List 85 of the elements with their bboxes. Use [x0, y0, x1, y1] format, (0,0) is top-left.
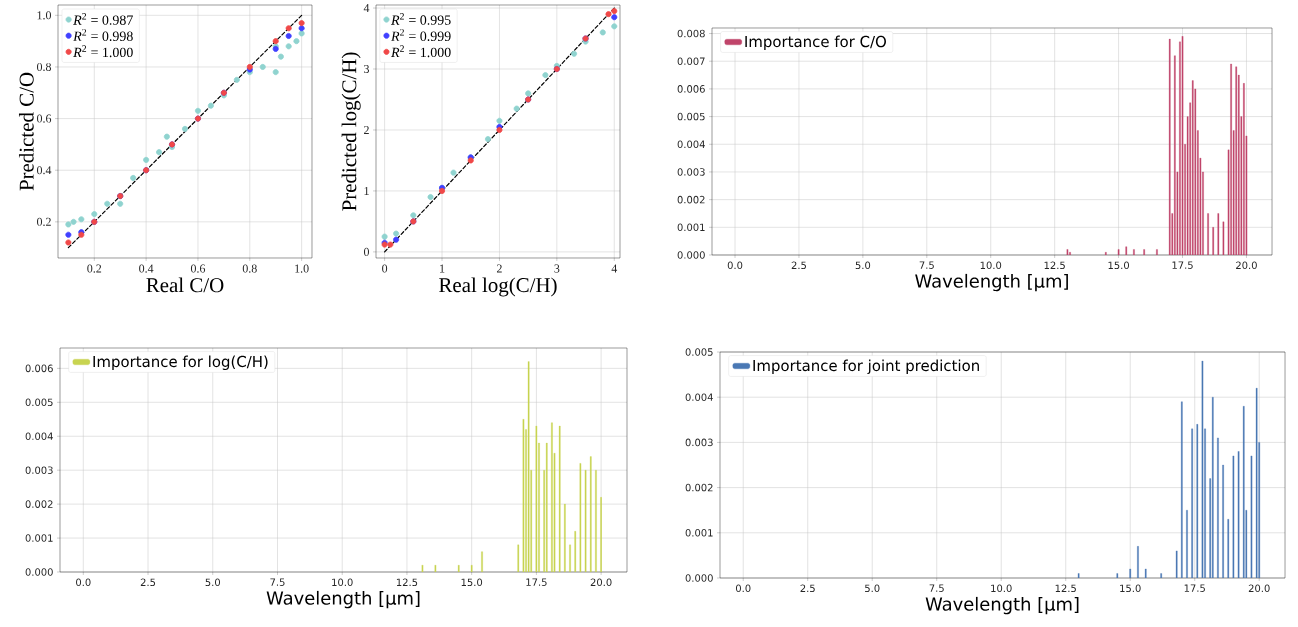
y-tick-label: 0.002 — [677, 195, 705, 204]
x-tick-label: 3 — [554, 264, 560, 273]
legend-label: R$^{2}$ = 1.000 — [390, 45, 451, 58]
x-tick-label: 5.0 — [205, 578, 221, 587]
x-tick-label: 4 — [611, 264, 618, 273]
y-tick-label: 0.003 — [25, 466, 53, 474]
x-tick-label: 20.0 — [1248, 584, 1270, 593]
x-tick-label: 10.0 — [980, 261, 1002, 270]
y-tick-label: 0.000 — [685, 574, 713, 582]
legend-label: R$^{2}$ = 0.999 — [390, 29, 451, 41]
y-tick-label: 0.003 — [685, 438, 713, 447]
y-tick-label: 0.8 — [36, 62, 52, 72]
x-tick-label: 2.5 — [791, 261, 806, 270]
x-tick-label: 12.5 — [1044, 261, 1065, 270]
y-tick-label: 0.6 — [36, 114, 52, 123]
x-tick-label: 12.5 — [1055, 584, 1076, 593]
x-tick-label: 5.0 — [855, 261, 871, 270]
y-axis-title: Predicted log(C/H) — [341, 52, 361, 211]
legend-label: Importance for joint prediction — [753, 359, 979, 375]
x-tick-label: 15.0 — [461, 578, 483, 587]
x-tick-label: 2.5 — [140, 578, 156, 587]
x-axis-title: Wavelength [μm] — [915, 273, 1068, 292]
y-tick-label: 0.4 — [36, 166, 52, 175]
y-tick-label: 1.0 — [37, 11, 52, 20]
x-tick-label: 10.0 — [332, 578, 353, 587]
y-tick-label: 0.002 — [685, 483, 713, 492]
x-tick-label: 0.0 — [76, 578, 91, 587]
x-tick-label: 0.6 — [190, 264, 206, 273]
x-tick-label: 20.0 — [1236, 261, 1257, 270]
x-axis-title: Real log(C/H) — [439, 277, 557, 297]
y-tick-label: 0.004 — [685, 393, 713, 401]
y-tick-label: 0.2 — [36, 217, 51, 226]
x-tick-label: 10.0 — [991, 584, 1012, 593]
legend-label: R$^{2}$ = 0.998 — [73, 29, 133, 42]
x-tick-label: 12.5 — [396, 578, 418, 587]
y-tick-label: 1 — [364, 186, 369, 195]
x-tick-label: 0.4 — [139, 264, 154, 273]
y-tick-label: 0.007 — [677, 57, 705, 65]
x-tick-label: 15.0 — [1120, 584, 1141, 593]
x-axis-title: Wavelength [μm] — [925, 596, 1079, 615]
x-tick-label: 15.0 — [1108, 261, 1130, 270]
x-tick-label: 0.0 — [735, 584, 751, 593]
y-tick-label: 0.004 — [677, 140, 705, 149]
x-tick-label: 7.5 — [929, 584, 944, 592]
x-tick-label: 7.5 — [919, 261, 934, 269]
x-tick-label: 17.5 — [1184, 584, 1205, 592]
y-tick-label: 4 — [363, 4, 370, 12]
y-tick-label: 0 — [363, 247, 370, 256]
y-tick-label: 0.002 — [25, 500, 53, 508]
x-tick-label: 1 — [440, 264, 445, 273]
y-axis-title: Predicted C/O — [18, 72, 34, 191]
x-tick-label: 17.5 — [526, 578, 547, 586]
x-tick-label: 2.5 — [800, 584, 815, 593]
legend-label: R$^{2}$ = 0.995 — [390, 12, 451, 25]
x-tick-label: 5.0 — [865, 584, 880, 593]
y-tick-label: 0.000 — [677, 251, 705, 259]
x-axis-title: Wavelength [μm] — [266, 590, 420, 609]
x-tick-label: 7.5 — [270, 578, 285, 586]
y-tick-label: 3 — [364, 64, 370, 74]
y-tick-label: 0.001 — [685, 529, 713, 537]
x-tick-label: 0 — [382, 264, 388, 273]
y-tick-label: 2 — [364, 126, 369, 134]
legend-label: Importance for log(C/H) — [93, 355, 268, 371]
y-tick-label: 0.004 — [25, 432, 53, 441]
y-tick-label: 0.003 — [677, 168, 705, 176]
x-tick-label: 0.0 — [727, 261, 743, 270]
x-tick-label: 0.8 — [242, 264, 257, 273]
y-tick-label: 0.005 — [25, 398, 53, 407]
x-tick-label: 0.2 — [87, 264, 102, 273]
legend-label: R$^{2}$ = 0.987 — [73, 12, 133, 25]
y-tick-label: 0.008 — [677, 29, 705, 38]
y-tick-label: 0.000 — [25, 568, 53, 576]
y-tick-label: 0.006 — [677, 85, 705, 93]
x-axis-title: Real C/O — [146, 277, 224, 293]
y-tick-label: 0.005 — [677, 112, 705, 121]
x-tick-label: 17.5 — [1172, 261, 1193, 269]
x-tick-label: 1.0 — [295, 264, 309, 273]
legend-label: Importance for C/O — [745, 35, 886, 51]
y-tick-label: 0.001 — [677, 223, 705, 232]
y-tick-label: 0.005 — [685, 348, 713, 356]
legend-label: R$^{2}$ = 1.000 — [73, 45, 133, 58]
x-tick-label: 2 — [496, 264, 502, 273]
x-tick-label: 20.0 — [590, 578, 612, 587]
y-tick-label: 0.001 — [25, 534, 53, 542]
y-tick-label: 0.006 — [25, 364, 53, 373]
